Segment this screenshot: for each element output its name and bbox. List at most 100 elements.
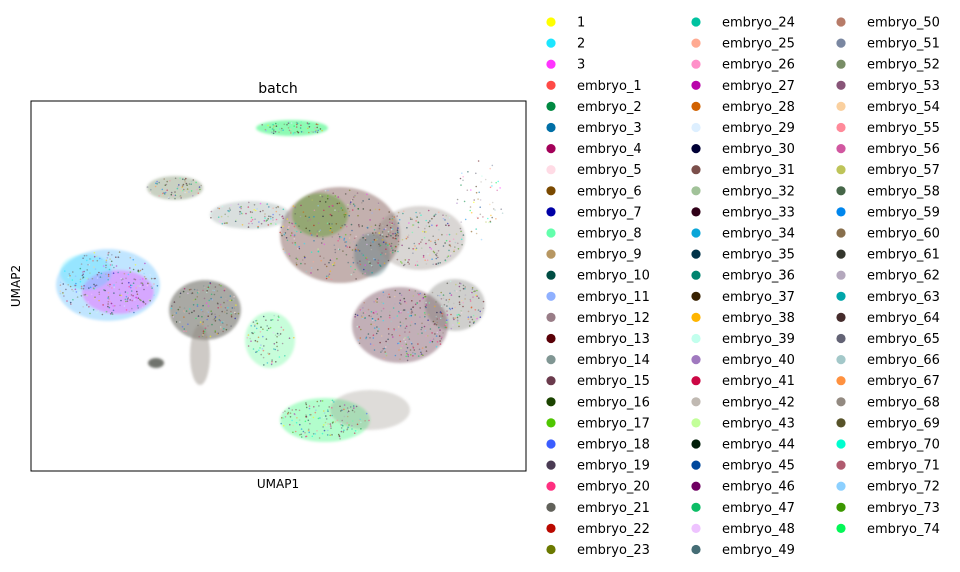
scatter-point [124, 298, 127, 301]
scatter-point [424, 259, 427, 262]
scatter-point [122, 278, 124, 280]
scatter-point [254, 209, 257, 212]
scatter-point [175, 312, 178, 314]
scatter-point [288, 226, 290, 228]
scatter-point [423, 312, 426, 314]
scatter-point [344, 213, 347, 216]
scatter-point [494, 209, 496, 211]
scatter-point [371, 318, 374, 320]
scatter-point [382, 217, 385, 220]
scatter-point [467, 316, 470, 319]
scatter-point [407, 261, 409, 264]
scatter-point [366, 258, 368, 261]
legend-label: embryo_65 [867, 332, 940, 347]
scatter-point [316, 430, 318, 432]
scatter-point [230, 315, 233, 318]
scatter-point [198, 335, 200, 338]
scatter-point [183, 287, 186, 290]
scatter-point [397, 326, 400, 328]
scatter-point [202, 310, 204, 313]
scatter-point [343, 216, 346, 218]
scatter-point [471, 287, 474, 289]
scatter-point [225, 222, 227, 224]
scatter-point [456, 198, 459, 201]
scatter-point [304, 431, 306, 434]
scatter-point [185, 177, 187, 180]
scatter-point [96, 273, 99, 276]
scatter-point [439, 317, 442, 320]
scatter-point [343, 404, 346, 406]
scatter-point [333, 401, 335, 403]
scatter-point [221, 222, 224, 225]
cluster-main-lower [352, 287, 448, 363]
scatter-point [455, 233, 458, 235]
scatter-point [273, 125, 275, 127]
scatter-point [185, 330, 187, 333]
scatter-point [495, 218, 497, 220]
scatter-point [293, 125, 296, 127]
scatter-point [263, 364, 265, 366]
scatter-point [261, 124, 264, 126]
scatter-point [192, 299, 195, 301]
legend-marker [691, 376, 701, 386]
scatter-point [321, 129, 323, 132]
scatter-point [437, 294, 439, 297]
legend-marker [836, 439, 846, 449]
scatter-point [82, 306, 84, 308]
scatter-point [111, 313, 114, 315]
scatter-point [323, 257, 325, 259]
scatter-point [456, 314, 459, 316]
scatter-point [107, 284, 109, 287]
scatter-point [442, 216, 445, 218]
scatter-point [469, 298, 472, 301]
scatter-point [431, 325, 433, 328]
scatter-point [361, 316, 364, 319]
scatter-point [351, 428, 353, 430]
scatter-point [307, 419, 310, 422]
scatter-point [207, 287, 209, 290]
scatter-point [476, 289, 478, 292]
scatter-point [81, 274, 84, 277]
scatter-point [352, 261, 355, 264]
scatter-point [247, 345, 250, 347]
scatter-point [368, 198, 370, 200]
scatter-point [429, 220, 431, 222]
legend-marker [546, 17, 556, 27]
scatter-point [108, 306, 111, 309]
scatter-point [305, 402, 307, 404]
scatter-point [476, 317, 478, 320]
scatter-point [411, 300, 413, 302]
scatter-point [129, 256, 132, 259]
scatter-point [410, 341, 412, 344]
scatter-point [482, 307, 485, 310]
scatter-point [425, 219, 428, 222]
scatter-point [470, 306, 473, 309]
scatter-point [366, 193, 368, 196]
scatter-point [347, 410, 350, 413]
scatter-point [374, 208, 377, 211]
scatter-point [219, 319, 222, 322]
scatter-point [360, 428, 362, 430]
scatter-point [327, 410, 329, 413]
scatter-point [262, 209, 264, 212]
scatter-point [300, 433, 303, 436]
scatter-point [445, 319, 448, 322]
scatter-point [396, 290, 398, 292]
scatter-point [308, 405, 311, 407]
scatter-point [368, 419, 370, 422]
scatter-point [405, 235, 408, 238]
scatter-point [324, 201, 327, 203]
scatter-point [418, 293, 420, 296]
scatter-point [259, 202, 262, 205]
scatter-point [485, 221, 487, 223]
scatter-point [227, 215, 229, 218]
legend-label: embryo_71 [867, 459, 940, 474]
scatter-point [125, 277, 127, 280]
scatter-point [130, 294, 133, 296]
legend-label: embryo_22 [577, 522, 650, 537]
scatter-point [420, 328, 423, 331]
scatter-point [143, 275, 146, 278]
scatter-point [416, 264, 419, 267]
scatter-point [118, 251, 121, 253]
scatter-point [451, 307, 454, 310]
